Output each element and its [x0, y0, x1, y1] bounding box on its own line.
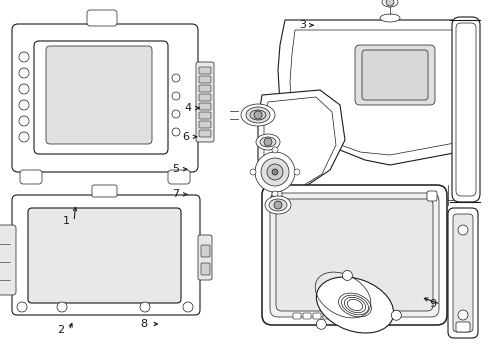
Circle shape — [457, 225, 467, 235]
FancyBboxPatch shape — [292, 313, 301, 319]
Circle shape — [316, 319, 325, 329]
FancyBboxPatch shape — [332, 313, 340, 319]
Circle shape — [390, 310, 401, 320]
Circle shape — [261, 158, 288, 186]
FancyBboxPatch shape — [323, 313, 330, 319]
FancyBboxPatch shape — [12, 24, 198, 172]
FancyBboxPatch shape — [199, 121, 210, 128]
Circle shape — [253, 111, 262, 119]
FancyBboxPatch shape — [426, 191, 436, 201]
FancyBboxPatch shape — [28, 208, 181, 303]
Ellipse shape — [379, 14, 399, 22]
Circle shape — [249, 169, 256, 175]
Circle shape — [172, 92, 180, 100]
FancyBboxPatch shape — [269, 193, 438, 317]
FancyBboxPatch shape — [199, 130, 210, 137]
Text: 3: 3 — [298, 20, 305, 30]
Circle shape — [342, 270, 352, 280]
Text: 6: 6 — [182, 132, 189, 142]
FancyBboxPatch shape — [168, 170, 190, 184]
FancyBboxPatch shape — [271, 191, 282, 201]
Circle shape — [19, 100, 29, 110]
Text: 2: 2 — [58, 325, 64, 336]
Circle shape — [19, 132, 29, 142]
Circle shape — [183, 302, 193, 312]
Ellipse shape — [245, 107, 269, 123]
FancyBboxPatch shape — [201, 263, 209, 275]
FancyBboxPatch shape — [87, 10, 117, 26]
Ellipse shape — [264, 196, 290, 214]
FancyBboxPatch shape — [12, 195, 200, 315]
Ellipse shape — [249, 110, 265, 120]
FancyBboxPatch shape — [312, 313, 320, 319]
FancyBboxPatch shape — [199, 67, 210, 74]
Polygon shape — [258, 90, 345, 190]
Circle shape — [254, 152, 294, 192]
FancyBboxPatch shape — [447, 208, 477, 338]
Text: 9: 9 — [428, 299, 435, 309]
Text: 7: 7 — [172, 189, 179, 199]
FancyBboxPatch shape — [199, 112, 210, 119]
Circle shape — [172, 74, 180, 82]
FancyBboxPatch shape — [20, 170, 42, 184]
FancyBboxPatch shape — [46, 46, 152, 144]
FancyBboxPatch shape — [196, 62, 214, 142]
FancyBboxPatch shape — [0, 225, 16, 295]
Circle shape — [172, 128, 180, 136]
Circle shape — [19, 84, 29, 94]
Circle shape — [140, 302, 150, 312]
FancyBboxPatch shape — [199, 76, 210, 83]
Circle shape — [19, 52, 29, 62]
Circle shape — [457, 310, 467, 320]
FancyBboxPatch shape — [199, 103, 210, 110]
Circle shape — [271, 147, 278, 153]
FancyBboxPatch shape — [452, 214, 472, 332]
FancyBboxPatch shape — [198, 235, 212, 280]
Circle shape — [19, 68, 29, 78]
FancyBboxPatch shape — [92, 185, 117, 197]
FancyBboxPatch shape — [455, 322, 469, 332]
FancyBboxPatch shape — [361, 50, 427, 100]
Circle shape — [172, 110, 180, 118]
Circle shape — [273, 201, 282, 209]
FancyBboxPatch shape — [201, 245, 209, 257]
FancyBboxPatch shape — [199, 94, 210, 101]
Ellipse shape — [260, 137, 275, 147]
Circle shape — [271, 191, 278, 197]
FancyBboxPatch shape — [451, 17, 479, 202]
Ellipse shape — [316, 277, 393, 333]
Ellipse shape — [241, 104, 274, 126]
Circle shape — [271, 169, 278, 175]
FancyBboxPatch shape — [303, 313, 310, 319]
Polygon shape — [278, 20, 471, 165]
Circle shape — [17, 302, 27, 312]
Text: 5: 5 — [172, 164, 179, 174]
Circle shape — [293, 169, 299, 175]
Ellipse shape — [256, 134, 280, 150]
Text: 1: 1 — [62, 216, 69, 226]
Text: 4: 4 — [184, 103, 191, 113]
Circle shape — [264, 138, 271, 146]
Text: 8: 8 — [141, 319, 147, 329]
FancyBboxPatch shape — [354, 45, 434, 105]
FancyBboxPatch shape — [199, 85, 210, 92]
FancyBboxPatch shape — [262, 185, 446, 325]
Ellipse shape — [268, 199, 286, 211]
FancyBboxPatch shape — [275, 199, 432, 311]
Circle shape — [266, 164, 283, 180]
Circle shape — [57, 302, 67, 312]
Circle shape — [385, 0, 393, 6]
Ellipse shape — [381, 0, 397, 7]
Circle shape — [19, 116, 29, 126]
